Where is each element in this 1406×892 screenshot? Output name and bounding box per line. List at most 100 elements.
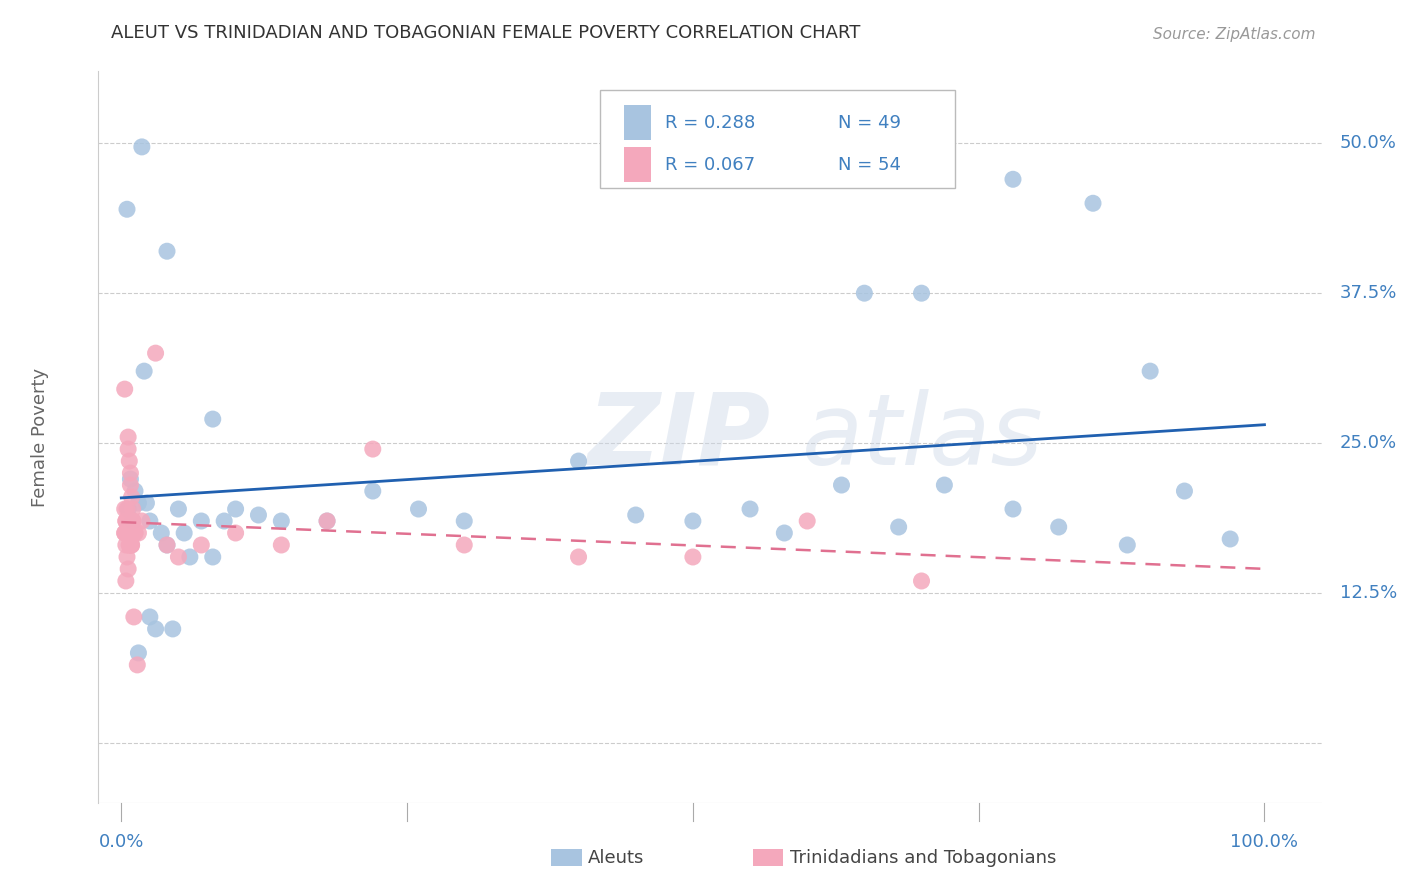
Point [118, 454, 141, 468]
Text: Source: ZipAtlas.com: Source: ZipAtlas.com [1153, 27, 1316, 42]
Point [124, 526, 146, 541]
Bar [752, 849, 783, 866]
Point [1001, 172, 1024, 186]
Point [122, 610, 145, 624]
Text: 25.0%: 25.0% [1340, 434, 1398, 452]
Point [316, 514, 339, 528]
Point [115, 574, 138, 588]
Point [682, 514, 704, 528]
Point [910, 574, 932, 588]
Point [121, 538, 143, 552]
Text: R = 0.288: R = 0.288 [665, 113, 755, 131]
Text: 100.0%: 100.0% [1230, 833, 1299, 851]
Point [247, 508, 270, 522]
Point [624, 508, 647, 522]
Point [567, 549, 589, 564]
Point [117, 526, 139, 541]
Point [225, 526, 247, 541]
Point [316, 514, 339, 528]
Point [121, 502, 143, 516]
Point [115, 538, 138, 552]
Point [1116, 538, 1139, 552]
Point [120, 538, 142, 552]
Point [115, 526, 138, 541]
Point [167, 502, 190, 516]
Text: 37.5%: 37.5% [1340, 285, 1398, 302]
Point [145, 346, 167, 360]
Point [115, 202, 138, 217]
Point [150, 526, 173, 541]
Point [115, 549, 138, 564]
Text: ALEUT VS TRINIDADIAN AND TOBAGONIAN FEMALE POVERTY CORRELATION CHART: ALEUT VS TRINIDADIAN AND TOBAGONIAN FEMA… [111, 24, 860, 42]
Point [115, 514, 138, 528]
Point [131, 140, 153, 154]
Point [117, 442, 139, 456]
Point [1047, 520, 1070, 534]
Point [115, 502, 138, 516]
Point [212, 514, 235, 528]
Point [270, 538, 292, 552]
Point [156, 538, 179, 552]
Point [145, 622, 167, 636]
Point [115, 514, 138, 528]
Point [124, 483, 146, 498]
Point [121, 514, 143, 528]
Point [270, 514, 292, 528]
Point [118, 538, 141, 552]
Point [831, 478, 853, 492]
Point [453, 514, 475, 528]
Text: 12.5%: 12.5% [1340, 584, 1398, 602]
Point [408, 502, 430, 516]
Point [139, 610, 162, 624]
Point [934, 478, 956, 492]
Point [127, 526, 149, 541]
Point [682, 549, 704, 564]
Point [361, 483, 384, 498]
Text: N = 54: N = 54 [838, 155, 901, 174]
Point [167, 549, 190, 564]
Point [117, 430, 139, 444]
Point [453, 538, 475, 552]
Point [127, 646, 149, 660]
Point [139, 514, 162, 528]
Point [117, 526, 139, 541]
Point [120, 526, 142, 541]
Point [120, 466, 142, 480]
Point [179, 549, 201, 564]
Point [173, 526, 195, 541]
Point [156, 538, 179, 552]
Point [1139, 364, 1161, 378]
Text: R = 0.067: R = 0.067 [665, 155, 755, 174]
Point [225, 502, 247, 516]
Point [853, 286, 876, 301]
Point [121, 514, 143, 528]
Point [121, 538, 143, 552]
Point [887, 520, 910, 534]
Point [118, 514, 141, 528]
Point [567, 454, 589, 468]
Point [134, 364, 156, 378]
Point [117, 502, 139, 516]
Bar [624, 147, 651, 182]
Point [361, 442, 384, 456]
Point [1081, 196, 1104, 211]
Point [121, 514, 143, 528]
Point [118, 538, 141, 552]
Text: N = 49: N = 49 [838, 113, 901, 131]
Point [156, 244, 179, 259]
FancyBboxPatch shape [600, 90, 955, 188]
Point [120, 478, 142, 492]
Point [1001, 502, 1024, 516]
Point [114, 526, 136, 541]
Text: 50.0%: 50.0% [1340, 135, 1398, 153]
Point [738, 502, 761, 516]
Point [127, 496, 149, 510]
Point [117, 526, 139, 541]
Point [910, 286, 932, 301]
Text: ZIP: ZIP [588, 389, 770, 485]
Text: Aleuts: Aleuts [588, 848, 644, 867]
Text: Female Poverty: Female Poverty [31, 368, 49, 507]
Point [120, 526, 142, 541]
Text: Trinidadians and Tobagonians: Trinidadians and Tobagonians [790, 848, 1056, 867]
Bar [551, 849, 582, 866]
